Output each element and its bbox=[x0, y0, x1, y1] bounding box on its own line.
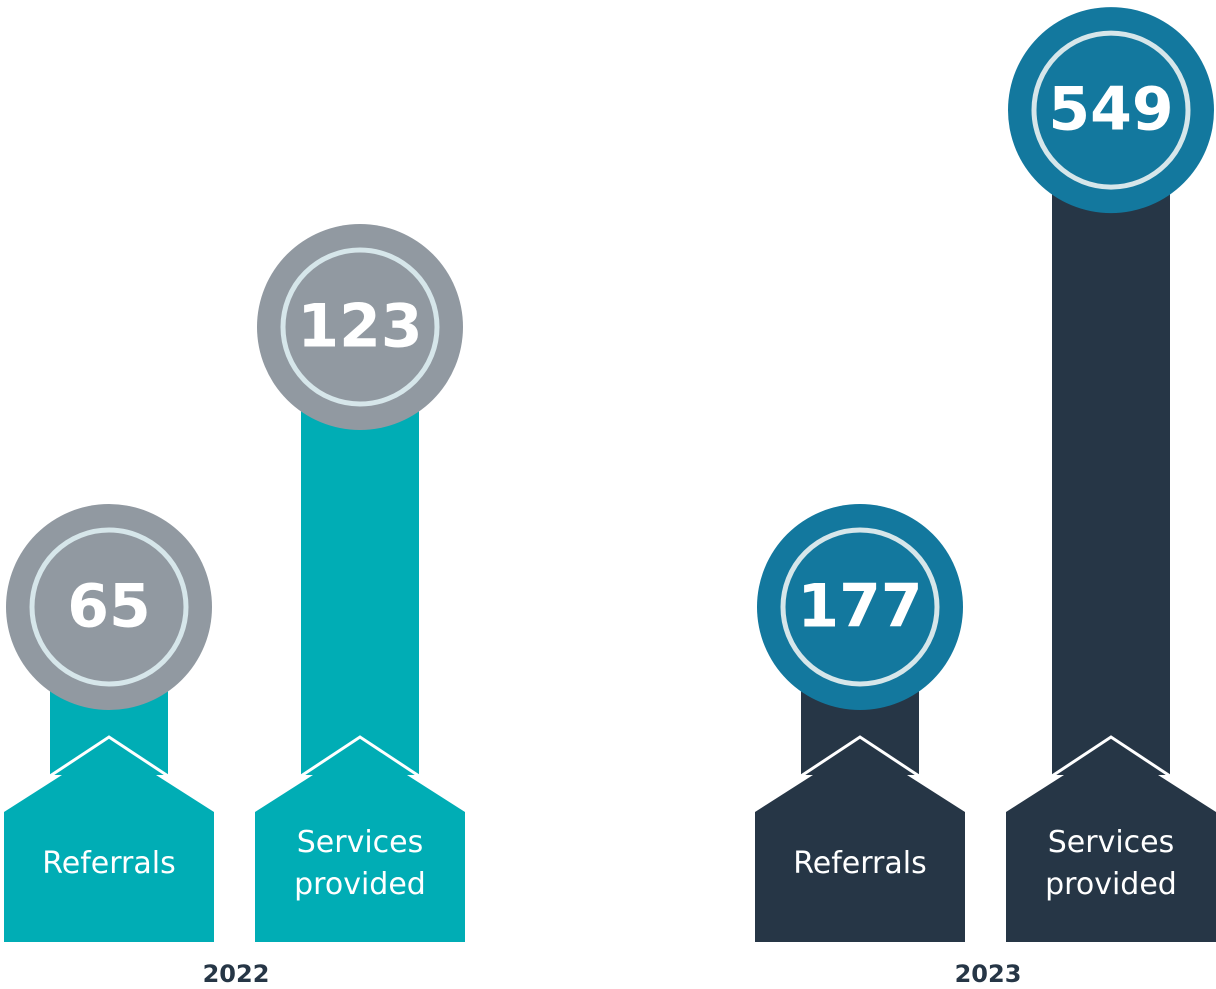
house bbox=[1006, 745, 1216, 942]
value-ring bbox=[280, 247, 440, 407]
value-ring bbox=[29, 527, 189, 687]
value-ring bbox=[780, 527, 940, 687]
value-ring bbox=[1031, 30, 1191, 190]
year-label: 2022 bbox=[203, 960, 270, 988]
value-label: 177 bbox=[797, 572, 922, 642]
value-circle bbox=[757, 504, 963, 710]
category-label: Referrals bbox=[42, 846, 175, 881]
value-circle bbox=[257, 224, 463, 431]
house bbox=[755, 745, 965, 942]
house bbox=[4, 745, 214, 942]
category-label: Services provided bbox=[1045, 825, 1177, 902]
roof-line bbox=[1048, 735, 1174, 780]
category-label: Referrals bbox=[793, 846, 926, 881]
bar bbox=[1052, 110, 1170, 775]
value-circle bbox=[1008, 7, 1214, 214]
roof-line bbox=[297, 735, 423, 780]
year-label: 2023 bbox=[955, 960, 1022, 988]
roof-line bbox=[46, 735, 172, 780]
value-circle bbox=[6, 504, 212, 710]
value-label: 549 bbox=[1048, 75, 1173, 145]
category-label: Services provided bbox=[294, 825, 426, 902]
value-label: 65 bbox=[67, 572, 151, 642]
roof-line bbox=[797, 735, 923, 780]
value-label: 123 bbox=[297, 292, 422, 362]
house bbox=[255, 745, 465, 942]
